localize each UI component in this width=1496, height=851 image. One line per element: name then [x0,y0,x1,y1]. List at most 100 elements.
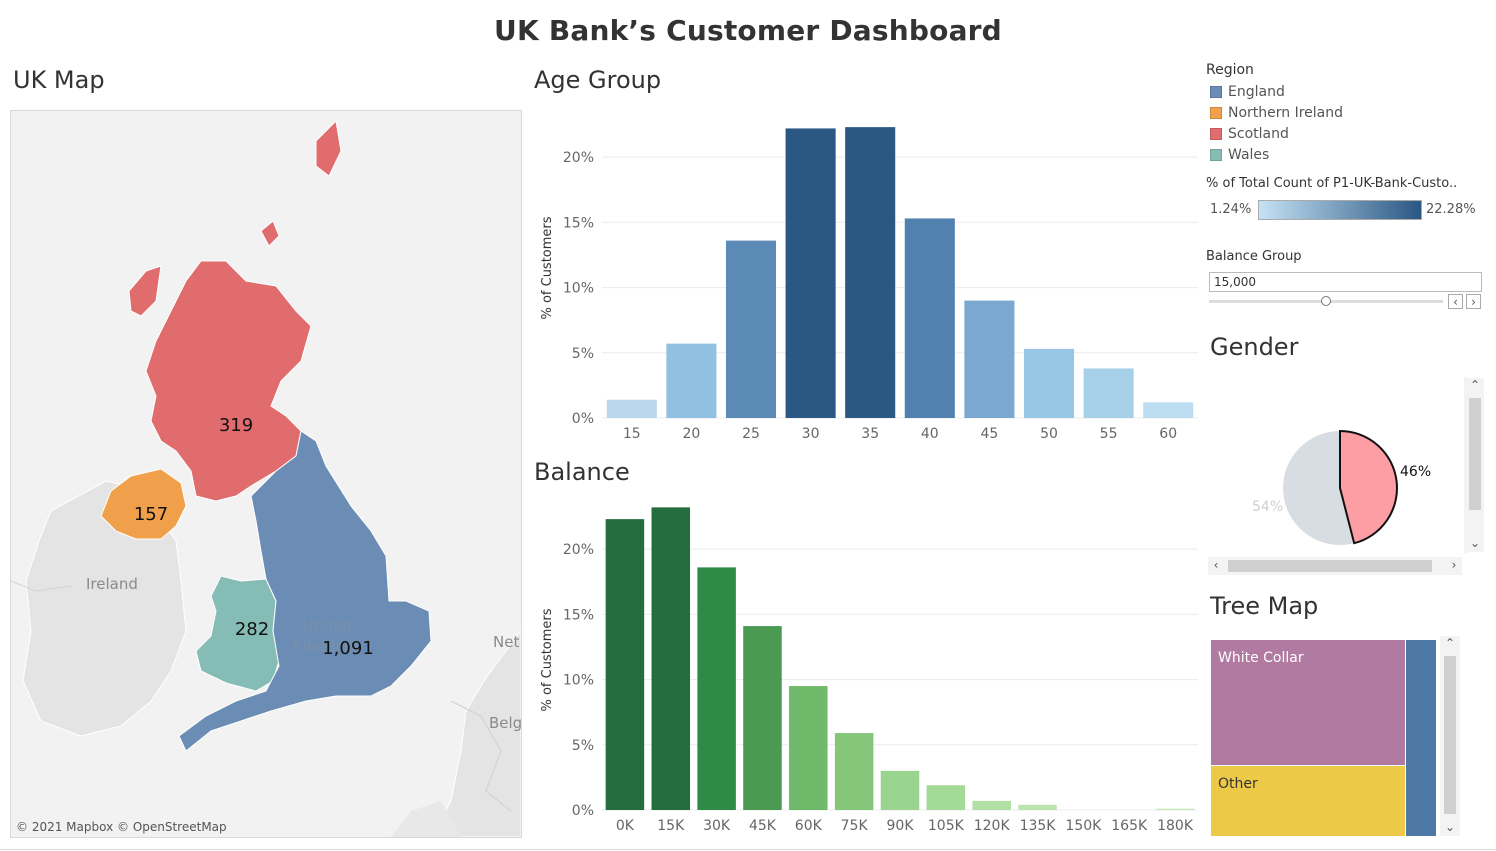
balance-x-tick-label: 75K [841,818,869,834]
legend-item-scotland[interactable]: Scotland [1210,126,1289,142]
balance-x-tick-label: 120K [974,818,1011,834]
balance-x-tick-label: 45K [749,818,777,834]
treemap-vertical-scrollbar[interactable]: ⌃ ⌄ [1440,636,1460,836]
bel-place-label: Belg [489,714,521,732]
scroll-down-icon[interactable]: ⌄ [1444,820,1456,834]
age-bar-15[interactable] [606,399,657,418]
gender-pie-chart[interactable]: 46% 54% [1206,375,1468,575]
scrollbar-thumb[interactable] [1469,398,1481,510]
balance-bar-105K[interactable] [926,785,966,810]
pct-legend-max: 22.28% [1426,202,1476,217]
balance-chart-title: Balance [534,458,630,486]
uk-map[interactable]: Ireland United Kingdom Net Belg 319 157 … [10,110,522,838]
balance-bar-0K[interactable] [605,519,645,810]
age-x-tick-label: 20 [682,426,700,442]
region-legend-title: Region [1206,62,1254,78]
balance-bar-60K[interactable] [789,686,828,810]
treemap-tile-label: Other [1218,776,1258,792]
balance-bar-180K[interactable] [1155,808,1195,810]
scroll-up-icon[interactable]: ⌃ [1444,636,1456,650]
age-y-tick-label: 10% [563,281,594,297]
legend-item-northern-ireland[interactable]: Northern Ireland [1210,105,1343,121]
map-canvas[interactable]: Ireland United Kingdom Net Belg 319 157 … [11,111,521,837]
balance-bar-135K[interactable] [1018,804,1057,810]
slider-next-button[interactable]: › [1466,294,1481,309]
balance-bar-120K[interactable] [972,800,1011,810]
age-group-chart[interactable]: 0% 5% 10% 15% 20% % of Customers 15 20 25 30 35 40 4… [530,108,1200,448]
balance-x-tick-label: 180K [1157,818,1194,834]
northern-ireland-region [100,468,187,540]
legend-label: Wales [1228,147,1270,163]
treemap-tile-label: White Collar [1218,650,1304,666]
age-bar-45[interactable] [964,300,1015,418]
age-bar-20[interactable] [666,343,717,418]
balance-chart[interactable]: 0% 5% 10% 15% 20% % of Customers 0K 15K 30K 45K 60… [530,500,1200,840]
treemap-tile-white-collar[interactable]: White Collar [1211,640,1405,765]
slider-prev-button[interactable]: ‹ [1448,294,1463,309]
balance-x-tick-label: 90K [887,818,915,834]
scroll-down-icon[interactable]: ⌄ [1469,536,1481,550]
balance-y-tick-label: 10% [563,673,594,689]
scrollbar-thumb[interactable] [1444,656,1456,814]
europe-land [430,630,521,837]
balance-slider-handle[interactable] [1321,296,1331,306]
legend-swatch [1210,86,1222,98]
age-bar-50[interactable] [1023,348,1075,418]
scotland-count: 319 [219,415,253,436]
gender-pie-slice-46[interactable] [1339,429,1398,545]
balance-x-tick-label: 135K [1020,818,1057,834]
balance-bar-30K[interactable] [697,567,736,810]
balance-x-tick-label: 15K [657,818,685,834]
legend-label: England [1228,84,1285,100]
age-bar-60[interactable] [1143,402,1194,418]
balance-group-input[interactable]: 15,000 [1209,272,1482,292]
scroll-up-icon[interactable]: ⌃ [1469,378,1481,392]
gender-horizontal-scrollbar[interactable]: ‹ › [1208,557,1462,575]
dashboard-title: UK Bank’s Customer Dashboard [494,14,1002,47]
age-y-tick-label: 15% [563,215,594,231]
age-x-tick-label: 15 [623,426,641,442]
age-x-tick-label: 50 [1040,426,1058,442]
balance-x-tick-label: 165K [1111,818,1148,834]
scotland-region [145,260,312,502]
gender-label-54: 54% [1252,499,1283,515]
scroll-right-icon[interactable]: › [1451,558,1457,572]
pct-color-ramp [1258,200,1422,220]
balance-x-tick-label: 60K [795,818,823,834]
net-place-label: Net [493,633,519,651]
treemap-title: Tree Map [1210,592,1319,620]
age-x-tick-label: 60 [1159,426,1177,442]
age-bar-25[interactable] [725,240,777,418]
balance-bar-15K[interactable] [651,507,691,810]
bottom-divider [0,849,1496,850]
age-bar-35[interactable] [845,127,896,418]
map-attribution: © 2021 Mapbox © OpenStreetMap [16,820,227,834]
age-bar-40[interactable] [904,218,955,418]
legend-item-england[interactable]: England [1210,84,1285,100]
legend-swatch [1210,149,1222,161]
treemap-tile-other[interactable]: Other [1211,766,1405,836]
scroll-left-icon[interactable]: ‹ [1213,558,1219,572]
ireland-place-label: Ireland [86,575,138,593]
age-bar-55[interactable] [1083,368,1134,418]
balance-y-tick-label: 0% [572,803,594,819]
legend-item-wales[interactable]: Wales [1210,147,1269,163]
balance-x-tick-label: 0K [616,818,635,834]
balance-y-axis-label: % of Customers [540,608,555,711]
balance-bar-75K[interactable] [834,733,874,810]
balance-bar-90K[interactable] [880,770,920,810]
legend-swatch [1210,107,1222,119]
map-title: UK Map [13,66,105,94]
age-x-tick-label: 25 [742,426,760,442]
age-x-tick-label: 35 [861,426,879,442]
treemap-tile-blue[interactable] [1406,640,1436,836]
age-bar-30[interactable] [785,128,836,418]
uk-place-label-1: United [303,617,352,635]
scrollbar-thumb[interactable] [1228,560,1432,572]
balance-bar-45K[interactable] [743,626,782,810]
wales-count: 282 [235,619,269,640]
legend-label: Scotland [1228,126,1289,142]
gender-vertical-scrollbar[interactable]: ⌃ ⌄ [1466,378,1484,552]
age-y-tick-label: 0% [572,411,594,427]
balance-y-tick-label: 5% [572,738,594,754]
